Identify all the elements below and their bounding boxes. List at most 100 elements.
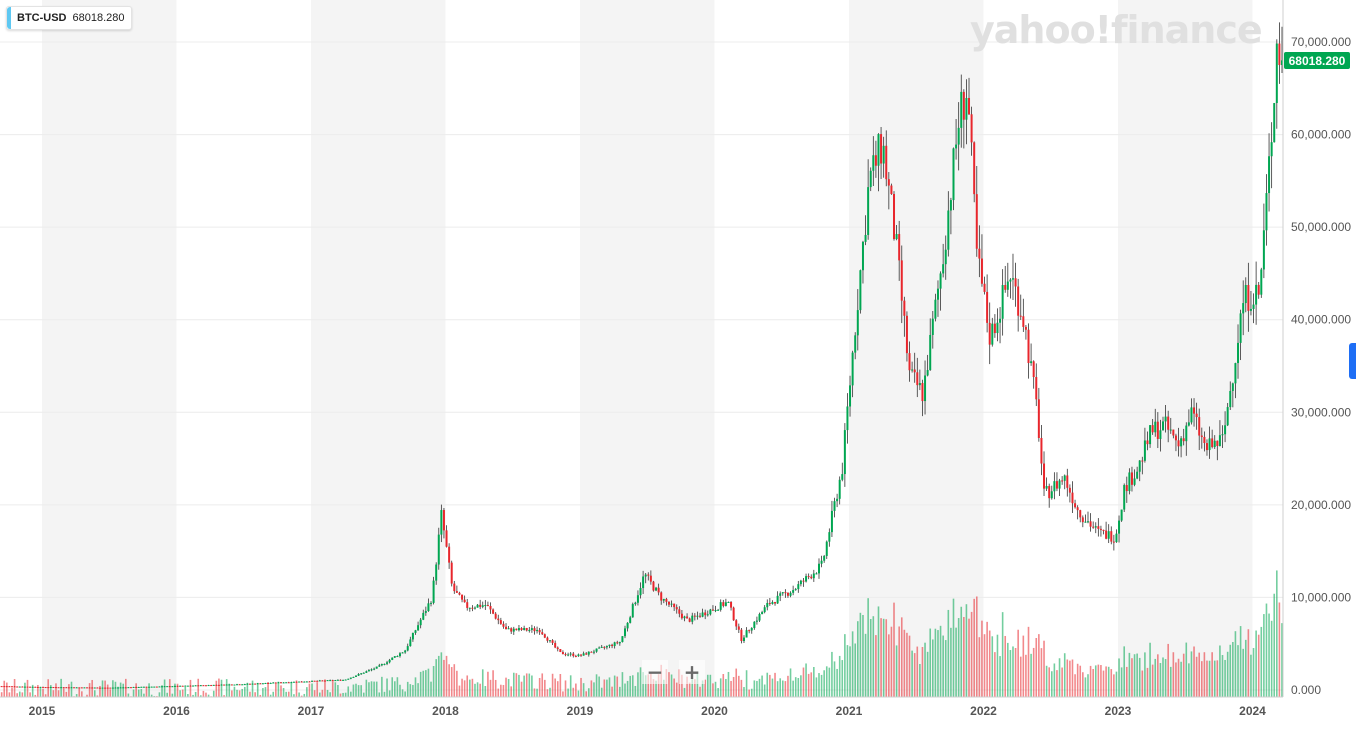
- volume-bar: [878, 606, 880, 697]
- volume-bar: [627, 681, 629, 697]
- volume-bar: [469, 680, 471, 697]
- candle-body: [205, 685, 207, 686]
- volume-bar: [412, 685, 414, 697]
- volume-bar: [262, 688, 264, 697]
- candle-body: [559, 649, 561, 652]
- candle-body: [740, 630, 742, 641]
- candle-body: [277, 682, 279, 683]
- volume-bar: [572, 688, 574, 697]
- candle-body: [502, 624, 504, 627]
- volume-bar: [1271, 621, 1273, 697]
- volume-bar: [482, 669, 484, 697]
- candle-body: [603, 647, 605, 648]
- volume-bar: [50, 685, 52, 697]
- volume-bar: [823, 670, 825, 697]
- candle-body: [1224, 425, 1226, 434]
- candle-body: [130, 687, 132, 688]
- y-tick-label: 50,000.000: [1291, 220, 1351, 234]
- volume-bar: [14, 679, 16, 697]
- volume-bar: [257, 683, 259, 697]
- volume-bar: [1162, 657, 1164, 697]
- zoom-out-button[interactable]: −: [642, 660, 668, 684]
- volume-bar: [503, 685, 505, 697]
- candle-body: [671, 604, 673, 605]
- volume-bar: [335, 682, 337, 697]
- candle-body: [86, 687, 88, 688]
- volume-bar: [1043, 641, 1045, 697]
- candle-body: [1190, 407, 1192, 422]
- candle-body: [1064, 475, 1066, 480]
- volume-bar: [428, 669, 430, 697]
- volume-bar: [399, 685, 401, 697]
- candle-body: [1095, 526, 1097, 527]
- volume-bar: [1160, 663, 1162, 697]
- candle-body: [122, 687, 124, 688]
- volume-bar: [1002, 612, 1004, 697]
- candle-body: [125, 687, 127, 688]
- candle-body: [689, 618, 691, 621]
- candle-body: [676, 607, 678, 609]
- candle-body: [1097, 526, 1099, 529]
- volume-bar: [816, 677, 818, 697]
- candle-body: [823, 556, 825, 561]
- x-tick-label: 2017: [298, 704, 325, 718]
- candle-body: [616, 642, 618, 643]
- x-tick-label: 2022: [970, 704, 997, 718]
- volume-bar: [1131, 658, 1133, 697]
- volume-bar: [42, 689, 44, 697]
- candle-body: [1035, 377, 1037, 399]
- volume-bar: [1087, 674, 1089, 697]
- candle-body: [184, 686, 186, 687]
- zoom-in-button[interactable]: +: [679, 660, 705, 684]
- candle-body: [55, 687, 57, 688]
- volume-bar: [327, 690, 329, 697]
- volume-bar: [777, 681, 779, 697]
- candle-body: [352, 677, 354, 678]
- volume-bar: [472, 679, 474, 697]
- candle-body: [1015, 278, 1017, 286]
- volume-bar: [1082, 672, 1084, 697]
- volume-bar: [459, 686, 461, 697]
- candle-body: [378, 665, 380, 666]
- volume-bar: [244, 687, 246, 697]
- candle-body: [1040, 438, 1042, 464]
- volume-bar: [138, 690, 140, 697]
- volume-bar: [989, 631, 991, 697]
- candle-body: [187, 686, 189, 687]
- volume-bar: [614, 676, 616, 697]
- candle-body: [898, 234, 900, 260]
- candle-body: [518, 628, 520, 630]
- candle-body: [76, 687, 78, 688]
- candle-body: [311, 681, 313, 682]
- candle-body: [914, 370, 916, 373]
- volume-bar: [748, 690, 750, 697]
- volume-bar: [1198, 653, 1200, 697]
- volume-bar: [689, 683, 691, 697]
- volume-bar: [1067, 659, 1069, 697]
- candle-body: [991, 324, 993, 345]
- candle-body: [283, 682, 285, 683]
- ticker-badge[interactable]: BTC-USD 68018.280: [6, 6, 132, 30]
- candle-body: [1069, 488, 1071, 493]
- volume-bar: [1255, 631, 1257, 697]
- volume-bar: [1129, 653, 1131, 697]
- candle-body: [691, 616, 693, 622]
- volume-bar: [1242, 649, 1244, 697]
- volume-bar: [6, 683, 8, 697]
- volume-bar: [1276, 570, 1278, 697]
- volume-bar: [1232, 642, 1234, 697]
- volume-bar: [818, 673, 820, 697]
- candle-body: [911, 370, 913, 371]
- volume-bar: [873, 616, 875, 697]
- volume-bar: [1258, 635, 1260, 697]
- volume-bar: [389, 690, 391, 697]
- candle-body: [215, 685, 217, 686]
- volume-bar: [963, 617, 965, 697]
- volume-bar: [420, 672, 422, 697]
- side-panel-handle[interactable]: [1349, 343, 1356, 379]
- volume-bar: [190, 680, 192, 697]
- candle-body: [831, 511, 833, 532]
- candle-body: [1178, 440, 1180, 446]
- candle-body: [619, 642, 621, 643]
